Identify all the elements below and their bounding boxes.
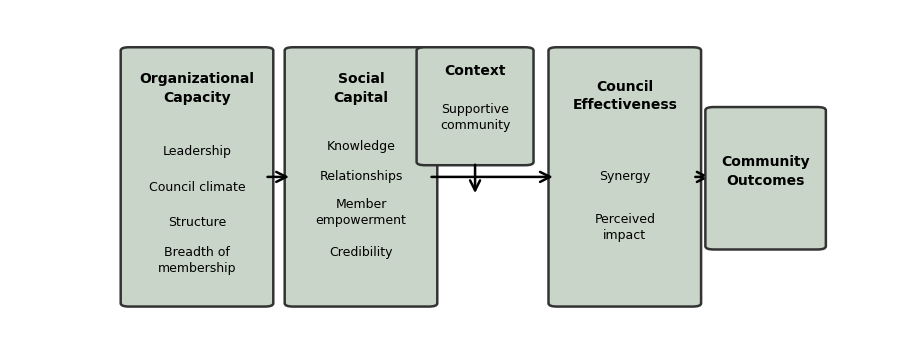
Text: Supportive
community: Supportive community: [439, 103, 510, 132]
Text: Relationships: Relationships: [319, 170, 403, 184]
Text: Organizational
Capacity: Organizational Capacity: [140, 72, 255, 104]
Text: Context: Context: [444, 64, 505, 78]
Text: Social
Capital: Social Capital: [333, 72, 388, 104]
FancyBboxPatch shape: [548, 47, 700, 306]
FancyBboxPatch shape: [705, 107, 825, 250]
Text: Leadership: Leadership: [163, 145, 232, 158]
Text: Breadth of
membership: Breadth of membership: [157, 246, 236, 275]
FancyBboxPatch shape: [284, 47, 437, 306]
FancyBboxPatch shape: [120, 47, 273, 306]
Text: Community
Outcomes: Community Outcomes: [720, 155, 809, 188]
FancyBboxPatch shape: [416, 47, 533, 165]
Text: Perceived
impact: Perceived impact: [594, 213, 654, 242]
Text: Synergy: Synergy: [598, 170, 650, 184]
Text: Council
Effectiveness: Council Effectiveness: [572, 80, 676, 112]
Text: Member
empowerment: Member empowerment: [315, 198, 406, 227]
Text: Council climate: Council climate: [149, 180, 245, 193]
Text: Structure: Structure: [167, 216, 226, 229]
Text: Knowledge: Knowledge: [326, 140, 395, 153]
Text: Credibility: Credibility: [329, 246, 392, 259]
